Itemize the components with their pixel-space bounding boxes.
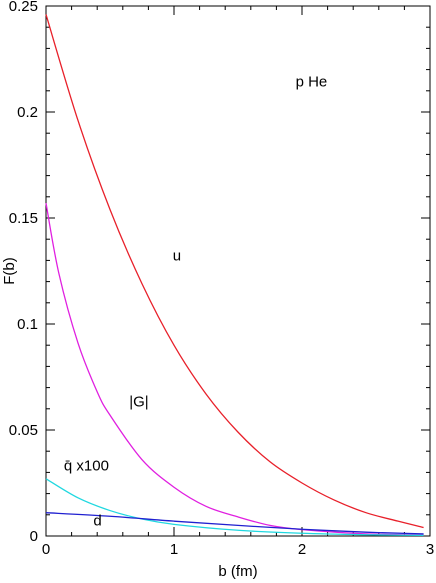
annotation-label: q̄ x100 [64, 457, 109, 474]
x-tick-label: 0 [42, 541, 50, 558]
x-tick-label: 1 [170, 541, 178, 558]
x-tick-label: 2 [298, 541, 306, 558]
plot-frame [45, 5, 431, 537]
y-tick-label: 0 [30, 528, 38, 545]
series-group [45, 14, 424, 537]
annotation-label: d [93, 512, 101, 529]
y-axis-label: F(b) [1, 257, 18, 285]
y-tick-label: 0.05 [9, 422, 38, 439]
y-tick-label: 0.2 [17, 104, 38, 121]
series-line-2 [45, 478, 424, 537]
y-tick-label: 0.15 [9, 210, 38, 227]
x-tick-label: 3 [426, 541, 434, 558]
x-axis-label: b (fm) [218, 563, 257, 580]
series-line-0 [45, 14, 424, 529]
annotations: p He u |G| q̄ x100 d [64, 74, 327, 530]
annotation-label: p He [296, 74, 328, 91]
series-line-3 [45, 512, 424, 535]
ticks: 0 1 2 3 0 0.05 0.1 0.15 0.2 0.25 [9, 0, 434, 558]
y-tick-label: 0.25 [9, 0, 38, 15]
y-tick-label: 0.1 [17, 316, 38, 333]
annotation-label: u [173, 247, 181, 264]
series-line-1 [45, 203, 424, 536]
annotation-label: |G| [129, 394, 148, 411]
